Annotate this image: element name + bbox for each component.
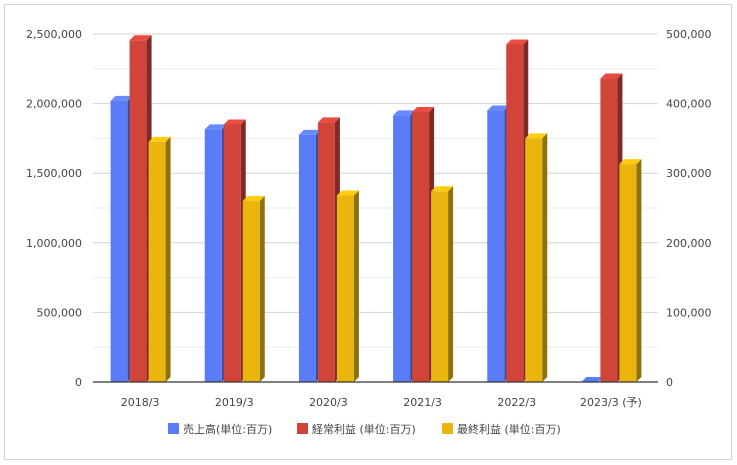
y-right-tick-label: 100,000: [666, 306, 712, 319]
y-right-tick-label: 500,000: [666, 28, 712, 41]
bar-3-2: [242, 196, 265, 382]
bar-2-4: [412, 106, 435, 383]
bar-3-1: [148, 136, 171, 382]
y-left-tick-label: 0: [75, 376, 82, 389]
legend-item-3: 最終利益 (単位:百万): [442, 422, 561, 436]
bar-2-2: [223, 119, 246, 382]
bar-2-6: [600, 73, 623, 382]
y-left-tick-label: 1,000,000: [26, 237, 82, 250]
bar-3-5: [525, 133, 548, 382]
y-left-tick-label: 2,000,000: [26, 98, 82, 111]
legend-label: 経常利益 (単位:百万): [312, 422, 416, 436]
bar-2-5: [506, 39, 529, 382]
y-right-tick-label: 300,000: [666, 167, 712, 180]
x-tick-label: 2022/3: [497, 396, 536, 409]
bar-1-5: [487, 105, 510, 382]
x-tick-label: 2019/3: [215, 396, 254, 409]
legend-swatch: [442, 423, 453, 434]
bar-2-3: [317, 117, 340, 382]
bar-1-2: [204, 124, 227, 383]
y-axis-left: 0 500,000 1,000,000 1,500,000 2,000,000 2,500…: [26, 28, 82, 389]
x-tick-label: 2023/3 (予): [580, 396, 642, 409]
gridlines: [93, 33, 658, 383]
x-tick-label: 2021/3: [403, 396, 442, 409]
x-tick-label: 2018/3: [121, 396, 160, 409]
bar-2-1: [129, 35, 152, 382]
legend: 売上高(単位:百万) 経常利益 (単位:百万) 最終利益 (単位:百万): [168, 422, 561, 436]
y-axis-right: 0 100,000 200,000 300,000 400,000 500,000: [666, 28, 712, 389]
legend-item-1: 売上高(単位:百万): [168, 422, 272, 436]
y-right-tick-label: 0: [666, 376, 673, 389]
y-left-tick-label: 500,000: [37, 306, 83, 319]
legend-swatch: [168, 423, 179, 434]
bar-1-3: [298, 129, 321, 382]
x-axis: 2018/3 2019/3 2020/3 2021/3 2022/3 2023/3 (予): [121, 396, 642, 409]
legend-swatch: [297, 423, 308, 434]
legend-label: 売上高(単位:百万): [183, 422, 272, 436]
bar-1-4: [393, 110, 416, 382]
bar-3-6: [619, 159, 642, 382]
y-right-tick-label: 400,000: [666, 98, 712, 111]
legend-item-2: 経常利益 (単位:百万): [297, 422, 416, 436]
bar-1-6: [581, 377, 604, 382]
x-tick-label: 2020/3: [309, 396, 348, 409]
y-left-tick-label: 2,500,000: [26, 28, 82, 41]
bars: [110, 35, 642, 383]
legend-label: 最終利益 (単位:百万): [457, 422, 561, 436]
bar-1-1: [110, 95, 133, 382]
bar-3-4: [431, 186, 454, 382]
y-left-tick-label: 1,500,000: [26, 167, 82, 180]
bar-3-3: [336, 190, 359, 382]
y-right-tick-label: 200,000: [666, 237, 712, 250]
